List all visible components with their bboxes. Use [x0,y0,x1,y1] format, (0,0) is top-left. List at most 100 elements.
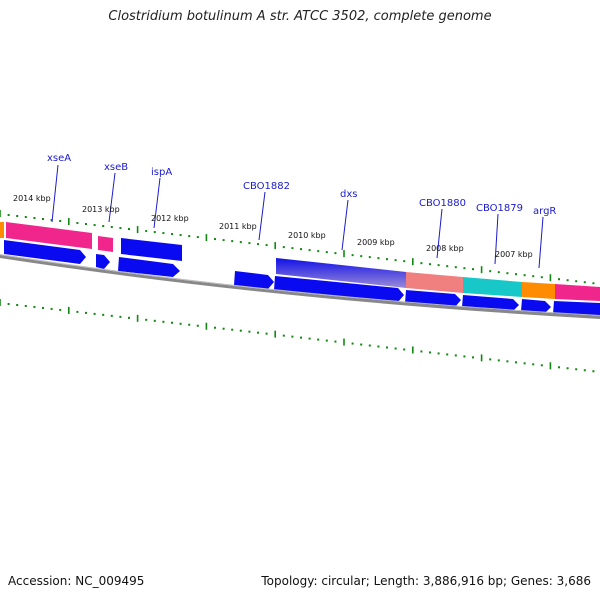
genome-backbone [0,255,600,319]
gene-label[interactable]: dxs [340,189,357,200]
gene-label[interactable]: argR [533,206,556,217]
ruler-dot [171,321,173,324]
ruler-dot [540,364,543,367]
ruler-dot [472,268,474,271]
blue-feature-ispA[interactable] [121,238,182,261]
ruler-dot [325,251,328,254]
ruler-dot [540,276,543,279]
leader-line [341,199,349,251]
ruler-dot [85,311,87,314]
kbp-label: 2011 kbp [219,222,257,231]
ruler-dot [420,262,423,265]
ruler-dot [317,338,320,341]
orange-feature[interactable] [0,222,4,238]
ruler-dot [583,369,586,372]
cds-arrow[interactable] [274,276,404,302]
ruler-dot [188,235,191,238]
leader-line [108,172,116,223]
pink-feature-xseA[interactable] [6,222,92,249]
leader-line [153,177,161,229]
ruler-dot [179,322,182,325]
cds-arrow[interactable] [234,271,274,289]
ruler-dot [506,360,509,363]
ruler-dot [583,281,586,284]
ruler-dot [437,264,440,267]
ruler-dot [437,352,440,355]
ruler-dot [24,304,27,307]
cds-arrow-row [4,240,600,316]
ruler-dot [575,368,578,371]
cds-arrow[interactable] [118,257,180,277]
ruler-dot [566,279,569,282]
ruler-dot [575,280,578,283]
cds-arrow[interactable] [553,301,600,316]
ruler-dot [282,246,285,249]
kbp-label: 2013 kbp [82,205,120,214]
ruler-dot [110,226,113,229]
ruler-dot [282,334,285,337]
pink-feature-xseB[interactable] [98,236,113,252]
ruler-dot [42,218,44,221]
ruler-dot [446,353,449,356]
gene-label[interactable]: CBO1880 [419,198,466,209]
map-title: Clostridium botulinum A str. ATCC 3502, … [108,9,492,24]
ruler-dot [351,342,354,345]
ruler-dot [446,265,449,268]
ruler-dot [497,359,500,362]
ruler-dot [300,336,302,339]
ruler-dot [454,354,457,357]
ruler-dot [196,236,199,239]
ruler-dot [377,345,380,348]
ruler-dot [179,234,182,237]
blue-feature-dxs[interactable] [276,258,406,288]
ruler-dot [196,324,199,327]
ruler-dot [377,257,380,260]
ruler-dot [153,231,156,234]
accession-text: Accession: NC_009495 [8,574,145,588]
ruler-dot [222,239,225,242]
ruler-dot [429,263,431,266]
gene-label[interactable]: CBO1882 [243,181,290,192]
ruler-dot [59,220,62,223]
cds-arrow[interactable] [4,240,86,264]
ruler-dot [42,306,44,309]
ruler-dot [515,273,517,276]
ruler-dot [119,227,122,230]
cds-arrow[interactable] [521,299,551,313]
kbp-label: 2008 kbp [426,244,464,253]
ruler-dot [24,216,27,219]
gene-label[interactable]: CBO1879 [476,203,523,214]
ruler-dot [162,232,165,235]
ruler-dot [291,335,294,338]
ruler-dot [558,278,560,281]
ruler-dot [93,224,96,227]
salmon-feature-CBO1880[interactable] [406,272,463,293]
ruler-dot [257,243,259,246]
ruler-dot [239,329,242,332]
ruler-dot [33,305,36,308]
pink-feature-right[interactable] [555,284,600,301]
ruler-dot [248,330,251,333]
cds-arrow[interactable] [96,254,110,269]
ruler-dot [16,215,19,218]
ruler-dot [85,223,87,226]
leader-line [494,213,499,265]
ruler-dot [231,240,234,243]
cyan-feature-CBO1879[interactable] [463,277,522,297]
ruler-dot [16,303,19,306]
orange-feature-argR[interactable] [522,282,555,299]
ruler-dot [497,271,500,274]
ruler-dot [239,241,242,244]
gene-label[interactable]: ispA [151,167,172,178]
ruler-dot [93,312,96,315]
gene-label[interactable]: xseB [104,162,128,173]
ruler-dot [50,307,53,310]
ruler-dot [50,219,53,222]
ruler-dot [7,302,10,305]
ruler-dot [102,225,105,228]
ruler-dot [489,358,492,361]
ruler-dot [128,228,130,231]
leader-line [258,191,266,241]
ruler-dot [214,238,216,241]
gene-label[interactable]: xseA [47,153,71,164]
